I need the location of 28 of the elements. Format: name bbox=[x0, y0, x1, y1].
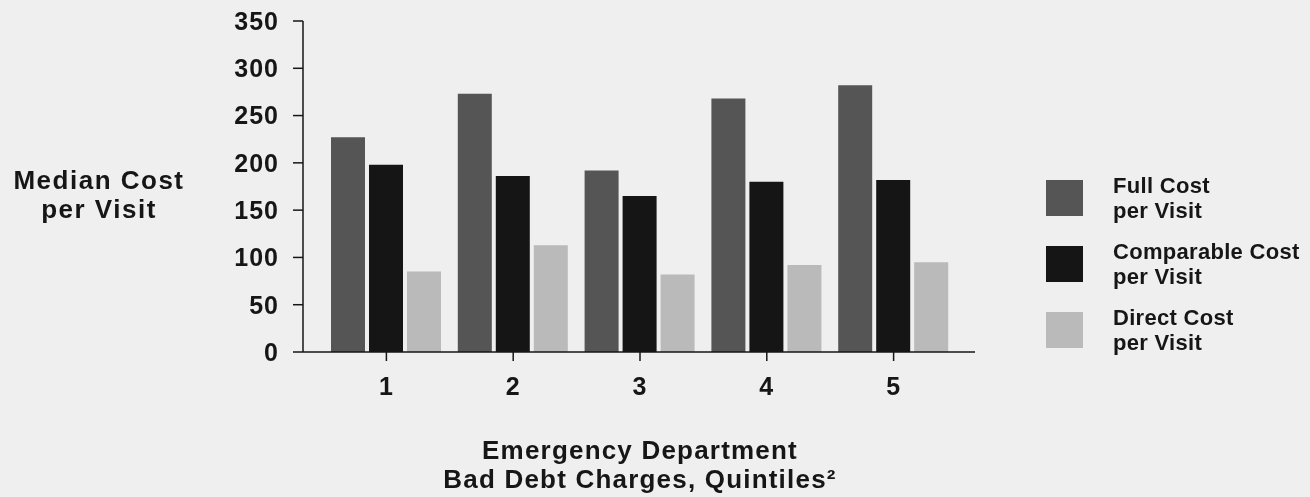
x-axis-title: Emergency Department Bad Debt Charges, Quintiles² bbox=[442, 435, 838, 494]
y-tick-label: 150 bbox=[234, 196, 279, 225]
bar bbox=[457, 93, 492, 352]
bar bbox=[711, 98, 746, 352]
y-tick-label: 200 bbox=[234, 148, 279, 177]
y-axis-title: Median Cost per Visit bbox=[12, 165, 186, 224]
x-tick-label: 2 bbox=[505, 371, 521, 400]
x-tick-label: 1 bbox=[378, 371, 394, 400]
y-tick-label: 50 bbox=[249, 290, 279, 319]
x-tick-label: 4 bbox=[759, 371, 775, 400]
bar bbox=[533, 245, 568, 352]
bar bbox=[331, 137, 365, 352]
bar bbox=[407, 271, 441, 352]
bar bbox=[660, 274, 695, 352]
bar bbox=[787, 264, 822, 352]
legend-label: Comparable Cost per Visit bbox=[1113, 239, 1300, 289]
y-tick-label: 300 bbox=[234, 54, 279, 83]
y-tick-label: 350 bbox=[234, 6, 279, 35]
y-tick-label: 100 bbox=[234, 243, 279, 272]
y-tick-label: 250 bbox=[234, 101, 279, 130]
y-tick-label: 0 bbox=[264, 337, 279, 366]
bar bbox=[584, 170, 619, 352]
legend-label: Direct Cost per Visit bbox=[1113, 305, 1234, 355]
bar bbox=[838, 85, 873, 352]
x-tick-label: 3 bbox=[632, 371, 648, 400]
legend-label: Full Cost per Visit bbox=[1113, 173, 1210, 223]
x-tick-label: 5 bbox=[886, 371, 902, 400]
bar bbox=[914, 262, 949, 352]
